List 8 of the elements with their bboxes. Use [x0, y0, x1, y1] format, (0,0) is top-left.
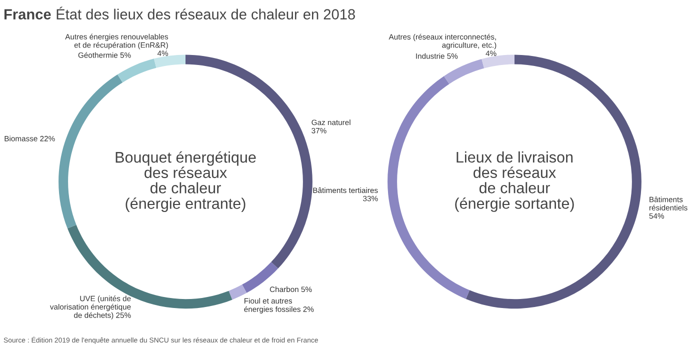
text: Lieux de livraison des réseaux de chaleur (énergie sortante) — [455, 151, 574, 212]
donut-slice — [154, 54, 186, 68]
donut-slice — [117, 58, 156, 82]
donut-slice — [482, 54, 514, 68]
donut-slice — [444, 59, 484, 84]
text: Bouquet énergétique des réseaux de chaleur (énergie entrante) — [116, 151, 256, 212]
donut-slice — [228, 284, 247, 300]
chart-title: France État des lieux des réseaux de chaleur en 2018 — [4, 6, 355, 20]
